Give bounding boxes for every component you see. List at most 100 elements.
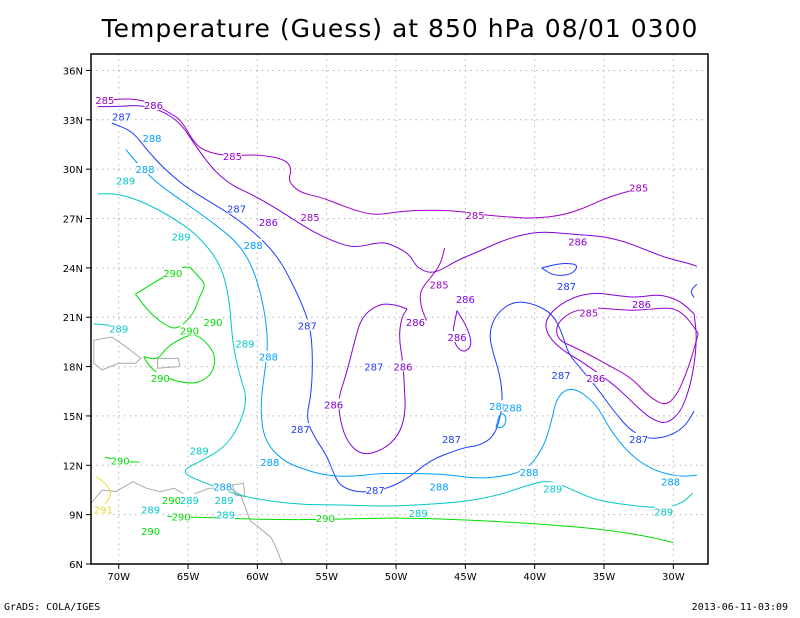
contour-label-knockout — [180, 324, 199, 336]
contour-label-knockout — [162, 493, 181, 505]
contour-label: 285 — [301, 210, 320, 224]
contour-label: 287 — [298, 319, 317, 332]
contour-label-knockout — [213, 480, 232, 492]
contour-label-text: 285 — [429, 280, 448, 291]
contour-label-knockout — [568, 235, 587, 247]
contour-label: 290 — [172, 510, 191, 523]
contour-label: 290 — [141, 525, 160, 538]
contour-label: 286 — [406, 316, 425, 329]
contour-label-text: 290 — [111, 456, 130, 467]
contour-label-knockout — [136, 163, 155, 175]
contour-label-knockout — [141, 525, 160, 537]
contour-label-text: 286 — [447, 333, 466, 344]
contour-label-text: 285 — [629, 183, 648, 194]
contour-label: 288 — [213, 480, 232, 494]
contour-label-knockout — [223, 150, 242, 161]
contour-line-287 — [541, 263, 578, 276]
contour-label-knockout — [259, 350, 278, 362]
contour-label: 288 — [142, 131, 162, 145]
contour-label-text: 287 — [442, 435, 461, 446]
contour-label: 289 — [543, 482, 562, 495]
contour-label-knockout — [489, 400, 508, 412]
contour-label-text: 285 — [466, 211, 485, 222]
contour-line-291 — [96, 476, 111, 509]
contour-label: 288 — [259, 350, 278, 364]
contour-label-knockout — [430, 278, 449, 290]
contour-label-text: 289 — [172, 233, 191, 244]
contour-label-text: 286 — [144, 101, 163, 112]
contour-label-knockout — [316, 511, 335, 523]
contour-label: 290 — [163, 266, 182, 280]
contour-label-knockout — [629, 181, 648, 193]
contour-line-285 — [104, 98, 639, 219]
contour-label-text: 290 — [203, 318, 222, 329]
contour-label-text: 290 — [172, 512, 191, 523]
contour-label-text: 285 — [223, 152, 242, 163]
contour-label-text: 287 — [112, 113, 131, 124]
contour-label-knockout — [151, 372, 170, 384]
contour-label-knockout — [520, 465, 539, 477]
contour-label-text: 286 — [406, 318, 425, 329]
contour-label-text: 289 — [141, 506, 160, 517]
contour-label-knockout — [586, 372, 605, 384]
contour-label-knockout — [215, 493, 234, 505]
contour-label-text: 288 — [520, 468, 539, 479]
contour-label: 290 — [151, 372, 170, 385]
contour-label-knockout — [190, 444, 209, 456]
contour-label-text: 288 — [661, 478, 680, 489]
y-tick-label: 21N — [63, 313, 83, 324]
y-tick-label: 24N — [63, 264, 83, 275]
contour-label: 290 — [316, 511, 335, 525]
contour-label-knockout — [172, 230, 191, 242]
contour-label-text: 287 — [364, 363, 383, 374]
contour-label-text: 287 — [291, 425, 310, 436]
contour-label-text: 290 — [151, 374, 170, 385]
contour-label-knockout — [364, 360, 383, 372]
contour-label: 288 — [503, 401, 522, 415]
contour-label-text: 286 — [456, 295, 475, 306]
contour-line-285 — [556, 307, 699, 405]
contour-label-knockout — [180, 493, 199, 505]
contour-label: 289 — [141, 503, 160, 517]
land-outline — [93, 336, 142, 371]
x-tick-label: 50W — [385, 572, 408, 583]
y-tick-label: 15N — [63, 412, 83, 423]
contour-label-text: 287 — [557, 282, 576, 293]
footer-credit: GrADS: COLA/IGES — [4, 602, 101, 613]
contour-label: 290 — [162, 493, 181, 507]
contour-line-288 — [495, 413, 507, 428]
contour-label-text: 290 — [141, 527, 160, 538]
contour-label: 286 — [632, 298, 651, 311]
contour-label: 286 — [447, 330, 467, 344]
x-tick-label: 60W — [246, 572, 269, 583]
contour-label: 289 — [190, 444, 209, 457]
contour-label: 285 — [429, 278, 449, 291]
y-tick-label: 12N — [63, 461, 83, 472]
land-outline — [91, 481, 283, 564]
contour-label-text: 289 — [654, 507, 673, 518]
contour-line-288 — [125, 149, 697, 479]
contour-label-text: 287 — [298, 321, 317, 332]
x-tick-label: 30W — [662, 572, 685, 583]
contour-label: 287 — [557, 279, 576, 293]
contour-label: 289 — [172, 230, 191, 244]
contour-label-knockout — [260, 456, 279, 467]
contour-label-text: 285 — [301, 213, 320, 224]
contour-label-knockout — [143, 131, 162, 143]
contour-label-text: 289 — [543, 484, 562, 495]
contour-label-text: 289 — [180, 496, 199, 507]
contour-label-knockout — [95, 94, 114, 106]
x-tick-label: 35W — [593, 572, 616, 583]
contour-label-text: 286 — [586, 374, 605, 385]
contour-label-knockout — [141, 503, 160, 515]
y-axis: 6N 9N 12N 15N 18N 21N 24N 27N 30N 33N 36N — [63, 66, 91, 571]
contour-line-290 — [167, 515, 674, 544]
contour-label: 287 — [291, 423, 310, 436]
contour-label-knockout — [144, 99, 163, 110]
contour-label-text: 285 — [95, 96, 114, 107]
y-tick-label: 36N — [63, 66, 83, 77]
land-layer — [91, 336, 283, 564]
contour-label: 287 — [551, 368, 571, 382]
contour-label-knockout — [557, 279, 576, 291]
contour-label: 289 — [235, 337, 254, 351]
